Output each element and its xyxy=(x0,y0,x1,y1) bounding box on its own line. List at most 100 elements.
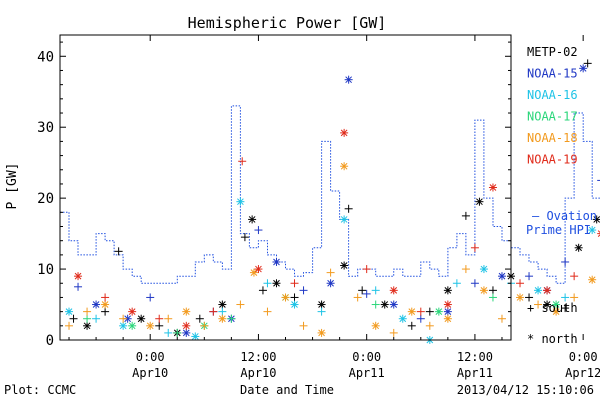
north-marker xyxy=(592,215,600,224)
x-tick-date-label: Apr10 xyxy=(132,366,168,380)
north-marker xyxy=(254,265,263,274)
south-marker xyxy=(452,279,461,288)
south-marker xyxy=(114,247,123,256)
x-tick-date-label: Apr11 xyxy=(349,366,385,380)
legend-north-symbol: * north xyxy=(527,332,578,346)
south-marker xyxy=(371,286,380,295)
x-axis-label: Date and Time xyxy=(240,383,334,397)
north-marker xyxy=(407,307,416,316)
south-marker xyxy=(362,289,371,298)
north-marker xyxy=(340,261,349,270)
ovation-dash: – xyxy=(532,209,546,223)
south-marker xyxy=(317,307,326,316)
y-axis-label: P [GW] xyxy=(5,163,20,210)
north-marker xyxy=(479,286,488,295)
north-marker xyxy=(479,265,488,274)
south-marker xyxy=(290,293,299,302)
south-marker xyxy=(407,321,416,330)
south-marker xyxy=(83,307,92,316)
south-marker xyxy=(470,243,479,252)
north-marker xyxy=(101,300,110,309)
legend-item-noaa-17: NOAA-17 xyxy=(527,110,578,124)
y-tick-label: 20 xyxy=(37,191,54,207)
south-marker xyxy=(101,293,110,302)
north-marker xyxy=(92,300,101,309)
axes: 0 10 20 30 40 0:00 Apr10 12:00 Apr10 0:00 Apr11 12:… xyxy=(37,35,600,380)
south-marker xyxy=(561,257,570,266)
south-marker xyxy=(344,204,353,213)
north-marker xyxy=(119,321,128,330)
north-marker xyxy=(272,257,281,266)
north-marker xyxy=(128,321,137,330)
south-marker xyxy=(516,279,525,288)
north-marker xyxy=(371,321,380,330)
x-tick-time-label: 0:00 xyxy=(352,350,381,364)
south-marker xyxy=(83,314,92,323)
x-tick-time-label: 0:00 xyxy=(569,350,598,364)
south-marker xyxy=(488,293,497,302)
y-tick-label: 30 xyxy=(37,120,54,136)
south-marker xyxy=(353,293,362,302)
north-marker xyxy=(65,307,74,316)
north-marker xyxy=(497,272,506,281)
north-marker xyxy=(317,300,326,309)
south-marker xyxy=(173,328,182,337)
series-noaa-18 xyxy=(65,162,597,337)
south-marker xyxy=(195,314,204,323)
north-marker xyxy=(543,286,552,295)
south-marker xyxy=(92,314,101,323)
south-marker xyxy=(583,59,592,68)
x-tick-time-label: 0:00 xyxy=(136,350,165,364)
north-marker xyxy=(488,183,497,192)
north-marker xyxy=(191,332,200,341)
south-marker xyxy=(561,293,570,302)
north-marker xyxy=(389,286,398,295)
north-marker xyxy=(340,162,349,171)
ovation-prime-hpi-line xyxy=(60,105,600,284)
south-marker xyxy=(389,328,398,337)
ovation-text: Ovation xyxy=(546,209,597,223)
south-marker xyxy=(299,321,308,330)
legend-item-noaa-18: NOAA-18 xyxy=(527,131,578,145)
series-noaa-19 xyxy=(74,128,600,330)
north-marker xyxy=(434,307,443,316)
north-marker xyxy=(380,300,389,309)
south-marker xyxy=(358,286,367,295)
south-marker xyxy=(362,265,371,274)
series-noaa-15 xyxy=(74,64,600,337)
south-marker xyxy=(101,307,110,316)
north-marker xyxy=(443,307,452,316)
south-marker xyxy=(525,272,534,281)
north-marker xyxy=(317,328,326,337)
south-marker xyxy=(497,314,506,323)
legend-item-metp-02: METP-02 xyxy=(527,45,578,59)
legend-south-symbol: + south xyxy=(527,301,578,315)
south-marker xyxy=(236,300,245,309)
y-tick-label: 10 xyxy=(37,262,54,278)
north-marker xyxy=(443,300,452,309)
north-marker xyxy=(443,286,452,295)
series-noaa-16 xyxy=(65,197,597,344)
north-marker xyxy=(146,321,155,330)
legend-item-noaa-16: NOAA-16 xyxy=(527,88,578,102)
south-marker xyxy=(119,314,128,323)
north-marker xyxy=(588,226,597,235)
north-marker xyxy=(218,300,227,309)
south-marker xyxy=(69,314,78,323)
south-marker xyxy=(263,279,272,288)
south-marker xyxy=(470,279,479,288)
north-marker xyxy=(516,293,525,302)
north-marker xyxy=(552,300,561,309)
footer-timestamp: 2013/04/12 15:10:06 xyxy=(457,383,594,397)
north-marker xyxy=(579,64,588,73)
south-marker xyxy=(74,282,83,291)
south-marker xyxy=(326,268,335,277)
south-marker xyxy=(371,300,380,309)
north-marker xyxy=(272,279,281,288)
north-marker xyxy=(344,75,353,84)
x-tick-date-label: Apr12 xyxy=(565,366,600,380)
south-marker xyxy=(425,307,434,316)
south-marker xyxy=(227,314,236,323)
south-marker xyxy=(425,321,434,330)
north-marker xyxy=(182,328,191,337)
